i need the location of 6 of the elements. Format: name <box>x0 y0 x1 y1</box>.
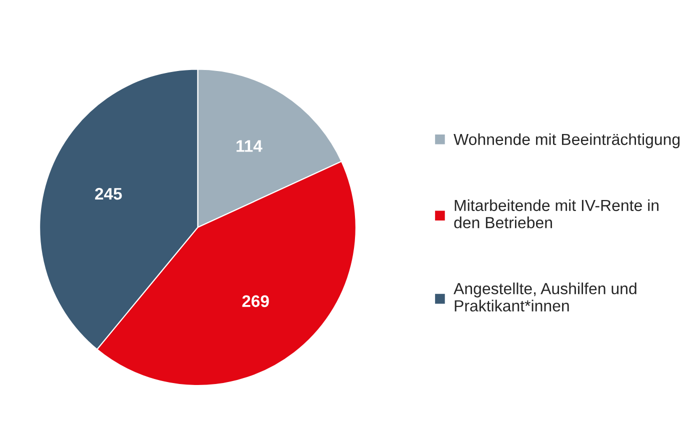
legend-label: Angestellte, Aushilfen und Praktikant*innen <box>454 282 636 312</box>
data-label: 245 <box>95 188 122 200</box>
data-label: 269 <box>242 295 269 308</box>
legend-label: Mitarbeitende mit IV-Rente in den Betrieben <box>454 199 658 228</box>
data-label: 114 <box>236 140 262 152</box>
legend-label: Wohnende mit Beeinträchtigung <box>454 133 680 148</box>
